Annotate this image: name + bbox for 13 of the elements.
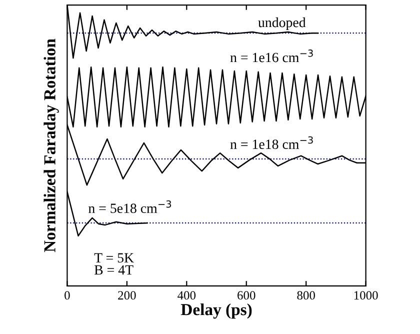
x-tick-label: 0	[64, 291, 70, 300]
x-axis-title: Delay (ps)	[180, 303, 252, 319]
x-tick-label: 400	[178, 291, 196, 300]
x-tick-label: 200	[118, 291, 136, 300]
x-tick-label: 1000	[354, 291, 378, 300]
annotation: n = 1e16 cm$^{−3}$	[230, 50, 313, 62]
annotation: undoped	[258, 17, 306, 30]
annotation: n = 5e18 cm$^{−3}$	[88, 200, 172, 214]
x-tick-label: 600	[238, 291, 256, 300]
x-tick-label: 800	[297, 291, 315, 300]
y-axis-title: Normalized Faraday Rotation	[44, 38, 59, 252]
annotation: T = 5K B = 4T	[94, 253, 134, 275]
annotation: n = 1e18 cm$^{−3}$	[230, 136, 313, 149]
